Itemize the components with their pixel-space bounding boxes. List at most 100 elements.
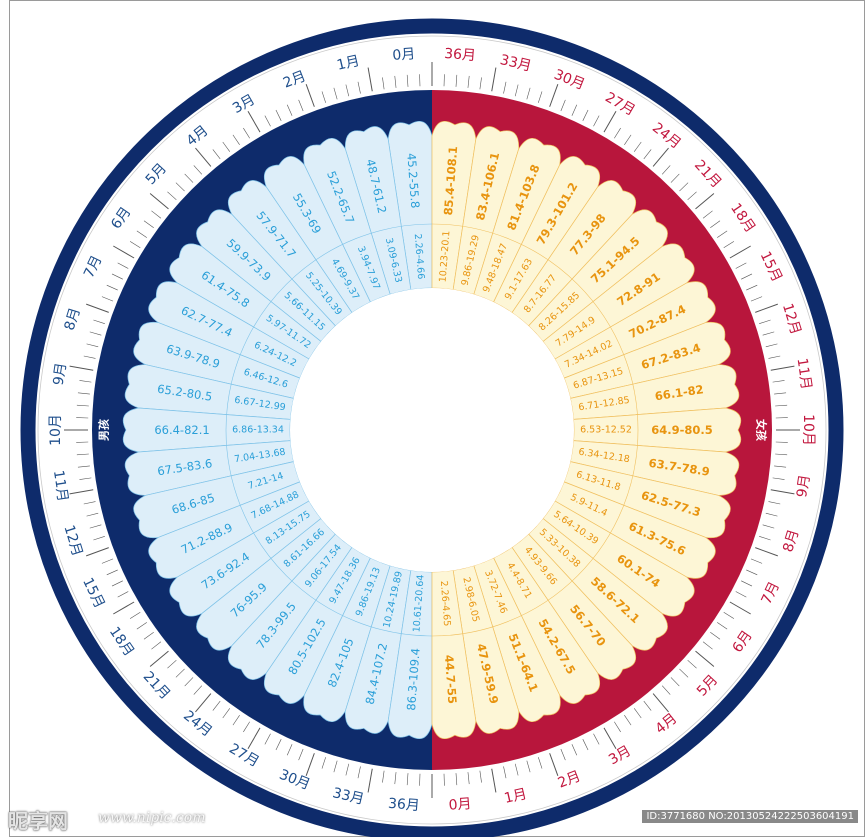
tick-mark: [83, 501, 96, 505]
tick-mark: [175, 668, 185, 678]
tick-mark: [768, 501, 781, 505]
girl-month-label: 2月: [556, 768, 583, 791]
girl-month-label: 3月: [606, 743, 634, 768]
tick-mark: [113, 245, 135, 259]
tick-mark: [175, 182, 185, 192]
tick-mark: [89, 331, 102, 336]
tick-mark: [652, 693, 669, 713]
tick-mark: [264, 115, 271, 127]
boy-month-label: 9月: [51, 361, 70, 386]
tick-mark: [86, 343, 99, 348]
tick-mark: [136, 230, 147, 238]
tick-mark: [571, 104, 578, 116]
tick-mark: [614, 127, 621, 139]
boy-weight-label: 10.61-20.64: [411, 574, 426, 632]
girl-month-label: 8月: [780, 528, 802, 555]
boy-month-label: 0月: [392, 46, 416, 64]
girl-height-label: 44.7-55: [442, 654, 460, 704]
tick-mark: [741, 273, 753, 280]
tick-mark: [345, 763, 350, 776]
tick-mark: [321, 757, 326, 769]
tick-mark: [305, 84, 315, 107]
tick-mark: [149, 193, 169, 210]
tick-mark: [136, 622, 147, 630]
girl-month-label: 11月: [794, 357, 815, 391]
tick-mark: [538, 91, 543, 103]
tick-mark: [321, 91, 326, 103]
tick-mark: [762, 331, 775, 336]
tick-mark: [83, 355, 96, 359]
boy-month-label: 8月: [62, 306, 84, 333]
tick-mark: [755, 547, 778, 557]
tick-mark: [101, 296, 114, 302]
tick-mark: [633, 141, 642, 152]
tick-mark: [247, 111, 261, 133]
tick-mark: [69, 365, 94, 371]
tick-mark: [735, 591, 747, 598]
girl-weight-label: 10.23-20.1: [438, 230, 453, 282]
tick-mark: [503, 81, 507, 94]
boy-month-label: 7月: [81, 253, 105, 281]
tick-mark: [149, 650, 169, 667]
tick-mark: [455, 74, 458, 87]
girl-month-label: 33月: [498, 52, 533, 75]
tick-scale: [64, 62, 800, 798]
tick-mark: [746, 569, 758, 576]
tick-mark: [333, 760, 338, 773]
tick-mark: [661, 685, 671, 695]
girl-month-label: 27月: [602, 89, 638, 119]
boy-height-label: 45.2-55.8: [404, 153, 422, 209]
tick-mark: [264, 733, 271, 745]
tick-mark: [614, 721, 621, 733]
tick-mark: [717, 230, 728, 238]
boy-weight-label: 2.26-4.66: [412, 233, 426, 279]
tick-mark: [106, 284, 118, 291]
girl-month-label: 30月: [552, 67, 587, 94]
tick-mark: [382, 770, 385, 783]
tick-mark: [232, 134, 240, 145]
tick-mark: [367, 67, 373, 92]
boy-label: 男孩: [97, 419, 111, 441]
tick-mark: [526, 760, 531, 773]
boy-month-label: 15月: [79, 575, 107, 611]
girl-month-label: 4月: [652, 711, 680, 738]
boy-month-label: 3月: [230, 92, 258, 117]
tick-mark: [670, 173, 680, 183]
girl-month-label: 18月: [727, 201, 758, 236]
tick-mark: [151, 210, 162, 219]
tick-mark: [298, 99, 304, 112]
tick-mark: [111, 273, 123, 280]
girl-label: 女孩: [755, 419, 769, 441]
tick-mark: [184, 173, 194, 183]
tick-mark: [750, 296, 763, 302]
tick-mark: [167, 191, 177, 201]
boy-month-label: 12月: [60, 523, 85, 558]
tick-mark: [774, 465, 787, 468]
tick-mark: [624, 715, 632, 726]
tick-mark: [286, 104, 293, 116]
tick-mark: [467, 75, 470, 88]
girl-month-label: 36月: [444, 46, 477, 64]
tick-mark: [549, 753, 559, 776]
tick-mark: [765, 512, 778, 517]
tick-mark: [143, 220, 154, 229]
tick-mark: [195, 693, 212, 713]
tick-mark: [77, 465, 90, 468]
tick-mark: [212, 149, 221, 160]
tick-mark: [167, 659, 177, 669]
tick-mark: [101, 558, 114, 564]
tick-mark: [406, 74, 409, 87]
tick-mark: [455, 773, 458, 786]
tick-mark: [193, 685, 203, 695]
tick-mark: [479, 77, 482, 90]
tick-mark: [775, 453, 788, 456]
tick-mark: [750, 558, 763, 564]
tick-mark: [467, 772, 470, 785]
tick-mark: [491, 67, 497, 92]
boy-month-label: 2月: [281, 68, 308, 91]
tick-mark: [770, 489, 795, 495]
boy-month-label: 18月: [106, 624, 137, 659]
tick-mark: [106, 569, 118, 576]
tick-mark: [723, 241, 735, 248]
